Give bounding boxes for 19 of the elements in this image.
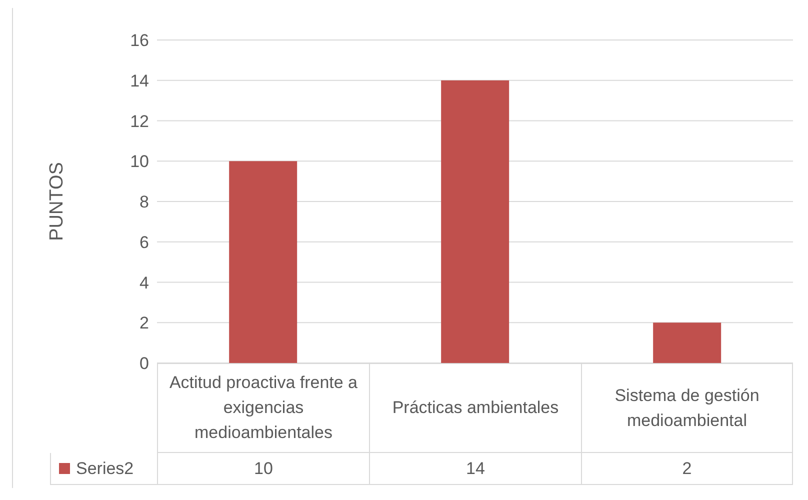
- bar: [229, 161, 298, 363]
- bar: [653, 322, 722, 363]
- y-tick-label: 10: [130, 152, 149, 172]
- y-tick-label: 12: [130, 112, 149, 131]
- y-axis-title: PUNTOS: [46, 162, 68, 241]
- y-tick-label: 4: [140, 273, 149, 292]
- y-tick-label: 16: [130, 31, 149, 50]
- y-tick-label: 8: [140, 192, 149, 212]
- y-tick-label: 2: [140, 314, 149, 333]
- x-tick-label: Prácticas ambientales: [369, 363, 581, 453]
- data-label: 14: [369, 453, 581, 485]
- data-label: 2: [581, 453, 793, 485]
- y-tick-label: 6: [140, 232, 149, 252]
- legend-label: Series2: [50, 453, 157, 485]
- y-tick-label: 0: [140, 354, 149, 374]
- y-tick-label: 14: [130, 71, 149, 90]
- x-tick-label: Actitud proactiva frente a exigencias medioambientales: [157, 363, 369, 453]
- bar: [441, 80, 510, 363]
- x-tick-label: Sistema de gestión medioambiental: [581, 363, 793, 453]
